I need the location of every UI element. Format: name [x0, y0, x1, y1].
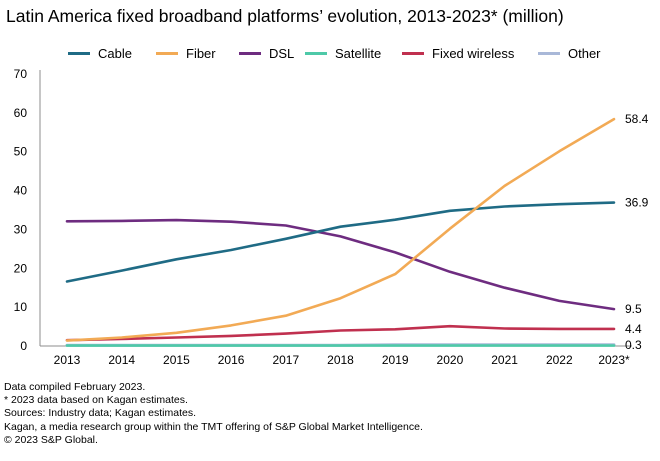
legend-item-other: Other — [538, 46, 601, 61]
end-label-other: 0.3 — [625, 338, 642, 352]
y-tick-label: 20 — [14, 261, 28, 275]
footnote-copyright: © 2023 S&P Global. — [4, 433, 98, 446]
footnote-estimates: * 2023 data based on Kagan estimates. — [4, 394, 188, 407]
footnote-kagan: Kagan, a media research group within the… — [4, 420, 423, 433]
legend-label: Fiber — [186, 46, 216, 61]
legend-item-dsl: DSL — [239, 46, 294, 61]
series-line-fixed-wireless — [65, 324, 616, 342]
legend-item-fixed-wireless: Fixed wireless — [402, 46, 514, 61]
axes — [39, 70, 632, 347]
y-tick-label: 70 — [14, 67, 28, 81]
y-tick-label: 30 — [14, 222, 28, 236]
x-tick-label: 2017 — [272, 353, 299, 367]
end-label-cable: 36.9 — [625, 196, 649, 210]
footnote-sources: Sources: Industry data; Kagan estimates. — [4, 407, 197, 420]
x-tick-label: 2013 — [54, 353, 81, 367]
series-lines — [65, 117, 616, 347]
end-label-dsl: 9.5 — [625, 302, 642, 316]
legend-item-satellite: Satellite — [305, 46, 381, 61]
legend-label: DSL — [269, 46, 295, 61]
legend-swatch — [538, 52, 560, 55]
legend-swatch — [239, 52, 261, 55]
x-tick-label: 2019 — [382, 353, 409, 367]
line-chart: 0 10 20 30 40 50 60 70 2013 2014 2015 2016 2017 2018… — [14, 67, 649, 367]
x-tick-label: 2014 — [108, 353, 135, 367]
y-tick-label: 50 — [14, 145, 28, 159]
end-label-fiber: 58.4 — [625, 112, 649, 126]
series-line-dsl — [65, 218, 616, 311]
legend-swatch — [68, 52, 90, 55]
end-label-fixed-wireless: 4.4 — [625, 322, 642, 336]
legend-item-fiber: Fiber — [156, 46, 216, 61]
legend-swatch — [305, 52, 327, 55]
legend-label: Other — [568, 46, 601, 61]
x-tick-label: 2016 — [218, 353, 245, 367]
x-tick-label: 2015 — [163, 353, 190, 367]
legend-label: Cable — [98, 46, 132, 61]
x-tick-label: 2023* — [598, 353, 630, 367]
chart-title: Latin America fixed broadband platforms’… — [6, 6, 564, 26]
y-tick-label: 40 — [14, 184, 28, 198]
y-tick-label: 0 — [20, 339, 27, 353]
x-tick-label: 2021 — [491, 353, 518, 367]
end-labels: 36.9 58.4 9.5 4.4 0.3 — [625, 112, 649, 352]
footnotes: Data compiled February 2023. * 2023 data… — [4, 381, 423, 447]
x-tick-labels: 2013 2014 2015 2016 2017 2018 2019 2020 2021 2022… — [54, 353, 630, 367]
y-tick-label: 10 — [14, 300, 28, 314]
legend-label: Satellite — [335, 46, 382, 61]
footnote-compiled: Data compiled February 2023. — [4, 381, 146, 393]
x-tick-label: 2020 — [437, 353, 464, 367]
legend: Cable Fiber DSL Satellite Fixed wireless Othe… — [0, 46, 660, 64]
series-line-cable — [65, 201, 616, 283]
y-tick-label: 60 — [14, 106, 28, 120]
legend-swatch — [156, 52, 178, 55]
series-line-fiber — [65, 117, 616, 342]
legend-label: Fixed wireless — [432, 46, 515, 61]
legend-swatch — [402, 52, 424, 55]
x-tick-label: 2018 — [327, 353, 354, 367]
legend-item-cable: Cable — [68, 46, 132, 61]
y-tick-labels: 0 10 20 30 40 50 60 70 — [14, 67, 28, 353]
x-tick-label: 2022 — [546, 353, 573, 367]
